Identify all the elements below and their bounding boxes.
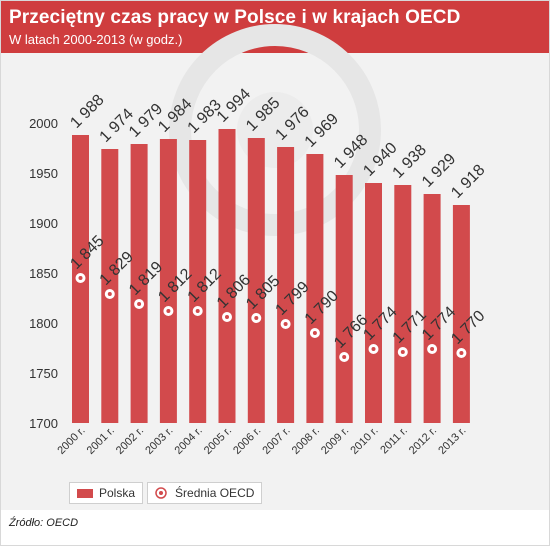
x-tick-label: 2013 r. [436,425,468,457]
bar [189,140,207,423]
x-tick-label: 2010 r. [348,425,380,457]
legend-swatch-marker [155,487,167,499]
y-tick-label: 1900 [29,216,58,231]
legend: Polska Średnia OECD [69,482,263,504]
bar [277,147,295,423]
oecd-marker-dot [371,347,376,351]
oecd-marker-dot [78,276,83,280]
x-tick-label: 2003 r. [143,425,175,457]
y-tick-label: 1800 [29,316,58,331]
source-note: Źródło: OECD [9,517,79,529]
bar [394,185,412,423]
y-tick-label: 2000 [29,116,58,131]
oecd-marker-dot [400,350,405,354]
bar [218,129,236,423]
oecd-marker-dot [166,309,171,313]
bar [247,138,265,423]
bar [130,144,148,423]
x-tick-label: 2006 r. [231,425,263,457]
oecd-marker-dot [430,347,435,351]
x-axis: 2000 r.2001 r.2002 r.2003 r.2004 r.2005 … [55,425,468,457]
y-tick-label: 1750 [29,366,58,381]
x-tick-label: 2001 r. [85,425,117,457]
legend-item-polska[interactable]: Polska [69,482,144,504]
x-tick-label: 2008 r. [290,425,322,457]
bar [452,205,470,423]
bar [306,154,324,423]
oecd-marker-dot [137,302,142,306]
bar [335,175,353,423]
oecd-marker-dot [225,315,229,319]
oecd-marker-dot [107,292,112,296]
chart-title: Przeciętny czas pracy w Polsce i w kraja… [9,7,461,28]
bar [423,194,441,423]
marker-series-oecd [75,273,467,362]
oecd-marker-dot [342,355,347,359]
oecd-marker-dot [254,316,259,320]
legend-swatch-bar [77,488,93,498]
y-axis: 1700 1750 1800 1850 1900 1950 2000 [29,116,58,431]
bar [365,183,382,423]
bar [101,149,119,423]
x-tick-label: 2007 r. [260,425,292,457]
legend-item-oecd[interactable]: Średnia OECD [147,482,263,504]
x-tick-label: 2002 r. [114,425,146,457]
chart-subtitle: W latach 2000-2013 (w godz.) [9,32,183,47]
oecd-marker-dot [283,322,288,326]
legend-label-oecd: Średnia OECD [175,486,255,500]
x-tick-label: 2004 r. [173,425,205,457]
x-tick-label: 2000 r. [55,425,87,457]
x-tick-label: 2009 r. [319,425,351,457]
watermark-ring [169,24,381,236]
legend-label-polska: Polska [99,486,136,500]
bar [159,139,177,423]
x-tick-label: 2012 r. [407,425,439,457]
x-tick-label: 2011 r. [378,425,410,457]
x-tick-label: 2005 r. [202,425,234,457]
oecd-marker-dot [459,351,464,355]
bar-value-label: 1 988 [67,91,107,131]
oecd-marker-dot [312,331,317,335]
y-tick-label: 1950 [29,166,58,181]
oecd-marker-dot [195,309,200,313]
y-tick-label: 1700 [29,416,58,431]
y-tick-label: 1850 [29,266,58,281]
